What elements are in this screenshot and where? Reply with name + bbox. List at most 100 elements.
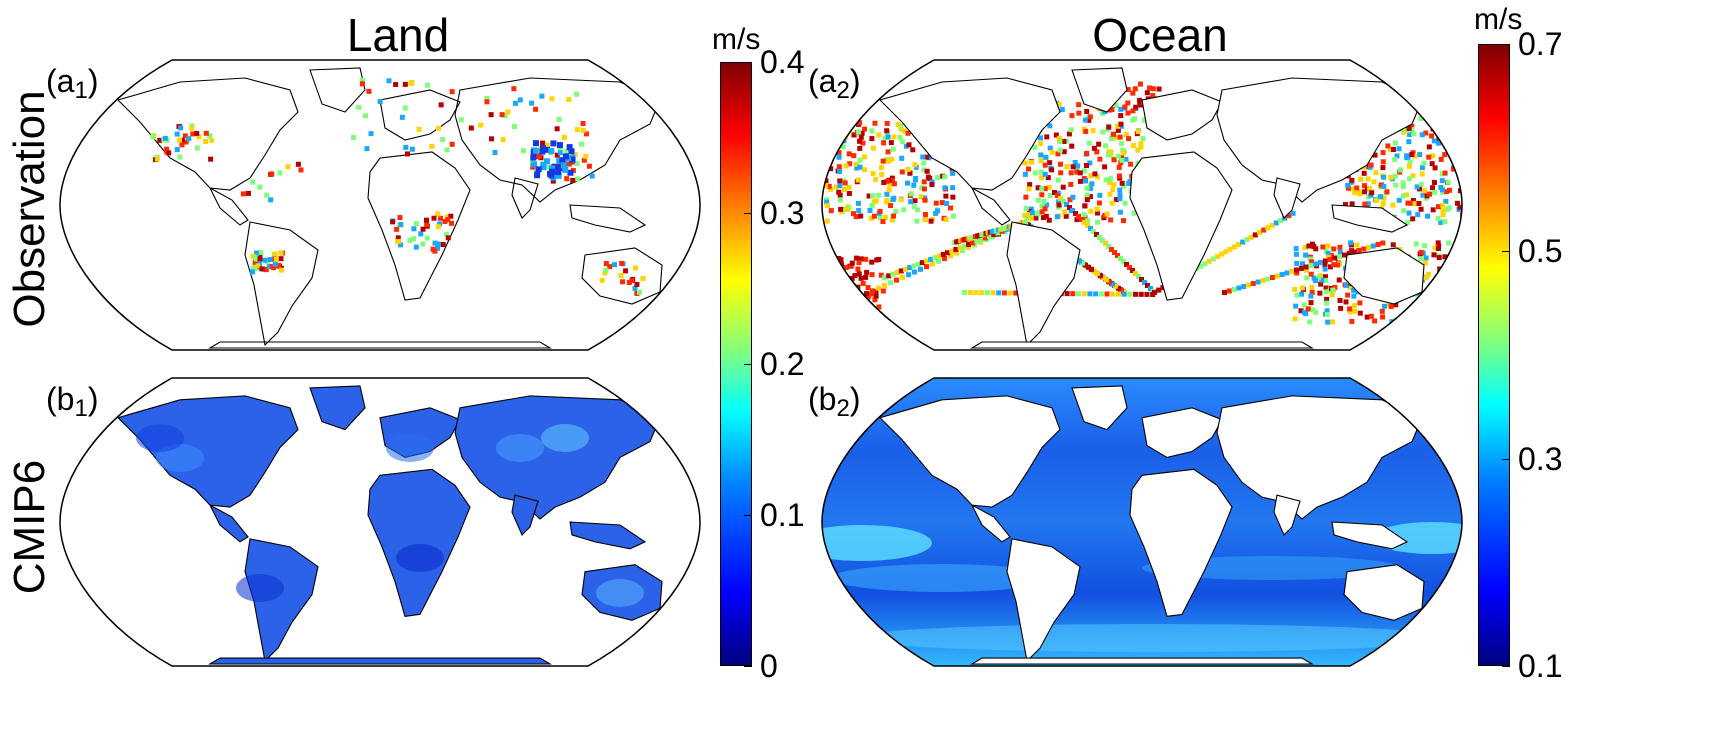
track-dot [1393,302,1399,308]
track-dot [837,178,843,184]
track-dot [826,298,832,304]
track-dot [1416,314,1422,320]
track-dot [1047,193,1053,199]
track-dot [1246,282,1251,288]
station-dot [359,77,365,83]
track-dot [1135,147,1141,153]
station-dot [435,211,441,217]
track-dot [1118,121,1124,127]
track-dot [1441,301,1447,307]
station-dot [269,171,275,177]
track-dot [1320,244,1326,250]
track-dot [1331,262,1337,268]
southeast-asia-outline [569,521,647,550]
track-dot [1076,214,1081,219]
track-dot [1351,249,1357,255]
track-dot [869,272,875,278]
track-dot [852,273,858,279]
track-dot [1460,103,1462,109]
track-dot [1068,127,1074,133]
station-dot [359,81,365,87]
station-dot [445,217,451,223]
track-dot [933,200,939,206]
track-dot [836,135,842,141]
track-dot [1057,161,1063,167]
track-dot [900,274,905,280]
station-dot [531,161,538,168]
track-dot [1425,213,1431,219]
track-dot [921,160,927,166]
station-dot [561,134,567,140]
station-dot [554,152,560,158]
track-dot [911,263,917,269]
track-dot [1347,309,1353,315]
track-dot [912,162,918,168]
track-dot [967,290,973,296]
track-dot [1417,152,1423,158]
station-dot [556,116,562,122]
station-dot [398,222,404,228]
cmip6-row-label: CMIP6 [5,459,54,595]
station-dot [550,178,556,184]
track-dot [1407,159,1413,165]
station-dot [500,137,506,143]
track-dot [1361,246,1367,252]
station-dot [535,166,542,173]
colorbar-tick [1502,251,1510,253]
track-dot [1070,194,1076,200]
track-dot [1441,115,1447,121]
track-dot [854,165,860,171]
map-panel-b2: (b2) [808,377,1463,667]
track-dot [858,213,864,219]
track-dot [872,120,878,126]
station-dot [586,163,592,169]
track-dot [1156,287,1162,293]
track-dot [1085,223,1090,228]
track-dot [1368,162,1374,168]
station-dot [611,262,617,268]
track-dot [1116,285,1121,291]
track-dot [849,260,855,266]
track-dot [822,310,827,315]
track-dot [1370,243,1376,249]
track-dot [1423,255,1429,261]
track-dot [1113,283,1118,289]
track-dot [884,120,890,126]
track-dot [918,266,923,272]
track-dot [921,179,927,185]
track-dot [1121,259,1126,264]
track-dot [1293,303,1299,309]
track-dot [1457,136,1462,142]
colorbar-tick-label: 0.7 [1518,26,1563,62]
track-dot [1388,174,1394,180]
track-dot [1435,113,1441,119]
station-dot [540,164,547,171]
station-dot [250,179,256,185]
track-dot [858,256,864,262]
track-dot [1104,277,1109,283]
track-dot [1087,194,1093,200]
track-dot [860,280,866,286]
map-observation-land [59,59,701,351]
station-dot [603,267,609,273]
track-dot [869,259,875,265]
track-dot [1452,137,1458,143]
track-dot [884,178,890,184]
track-dot [1299,291,1305,297]
track-dot [1432,245,1438,251]
track-dot [1240,239,1246,245]
track-dot [855,266,861,272]
north-america-outline [878,77,1061,191]
track-dot [1404,192,1410,198]
track-dot [924,154,930,160]
track-dot [1369,190,1375,196]
track-dot [1435,204,1441,210]
track-dot [1038,158,1044,164]
track-dot [905,180,911,186]
track-dot [1035,185,1041,191]
track-dot [1130,108,1136,114]
station-dot [420,241,426,247]
track-dot [1111,182,1117,188]
track-dot [884,128,890,134]
track-dot [1418,249,1424,255]
